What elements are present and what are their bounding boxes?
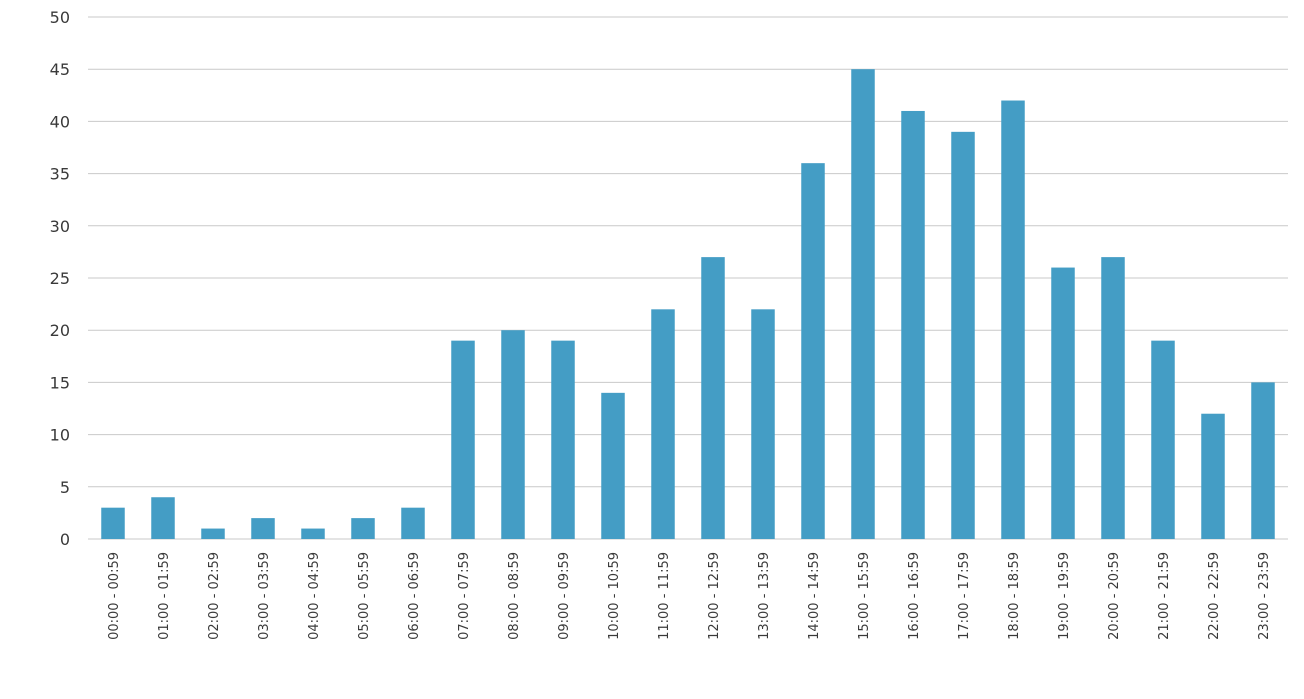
x-category-label: 10:00 - 10:59 [607,552,622,640]
bar [901,110,925,540]
y-axis-tick-labels: 0 5 10 15 20 25 30 35 40 45 50 [50,8,70,549]
bar [301,528,325,539]
bar [851,69,875,539]
bar [651,309,675,539]
bar [551,340,575,539]
bar [1151,340,1175,539]
x-category-label: 22:00 - 22:59 [1207,552,1222,640]
x-category-label: 04:00 - 04:59 [307,552,322,640]
y-tick-label: 45 [50,60,70,79]
bar [451,340,475,539]
bar [701,257,725,539]
bar [751,309,775,539]
x-category-label: 16:00 - 16:59 [907,552,922,640]
bar [251,518,275,539]
y-tick-label: 50 [50,8,70,27]
y-tick-label: 0 [60,530,70,549]
bar [1251,382,1275,539]
bar [1001,100,1025,540]
x-category-label: 12:00 - 12:59 [707,552,722,640]
x-category-label: 03:00 - 03:59 [257,552,272,640]
bar [601,392,625,539]
y-tick-label: 15 [50,373,70,392]
x-category-label: 21:00 - 21:59 [1157,552,1172,640]
x-category-label: 20:00 - 20:59 [1107,552,1122,640]
y-tick-label: 5 [60,478,70,497]
x-category-label: 11:00 - 11:59 [657,552,672,640]
y-tick-label: 30 [50,217,70,236]
x-category-label: 07:00 - 07:59 [457,552,472,640]
gridlines [88,16,1288,540]
x-category-label: 19:00 - 19:59 [1057,552,1072,640]
bar [201,528,225,539]
bar [401,507,425,539]
x-category-label: 09:00 - 09:59 [557,552,572,640]
bar [501,330,525,539]
x-category-label: 02:00 - 02:59 [207,552,222,640]
x-category-label: 08:00 - 08:59 [507,552,522,640]
x-category-label: 05:00 - 05:59 [357,552,372,640]
y-tick-label: 20 [50,321,70,340]
bar [1051,267,1075,539]
bar [151,497,175,539]
bar [801,163,825,539]
x-category-label: 18:00 - 18:59 [1007,552,1022,640]
bar [1101,257,1125,539]
x-category-label: 01:00 - 01:59 [157,552,172,640]
bars [101,69,1275,540]
x-category-label: 23:00 - 23:59 [1257,552,1272,640]
bar [951,131,975,539]
bar [351,518,375,539]
x-category-label: 06:00 - 06:59 [407,552,422,640]
y-tick-label: 25 [50,269,70,288]
x-category-label: 15:00 - 15:59 [857,552,872,640]
bar [101,507,125,539]
x-axis-category-labels: 00:00 - 00:59 01:00 - 01:59 02:00 - 02:59 0… [107,552,1272,640]
y-tick-label: 10 [50,426,70,445]
x-category-label: 17:00 - 17:59 [957,552,972,640]
x-category-label: 14:00 - 14:59 [807,552,822,640]
x-category-label: 13:00 - 13:59 [757,552,772,640]
y-tick-label: 40 [50,112,70,131]
bar [1201,413,1225,539]
y-tick-label: 35 [50,165,70,184]
x-category-label: 00:00 - 00:59 [107,552,122,640]
